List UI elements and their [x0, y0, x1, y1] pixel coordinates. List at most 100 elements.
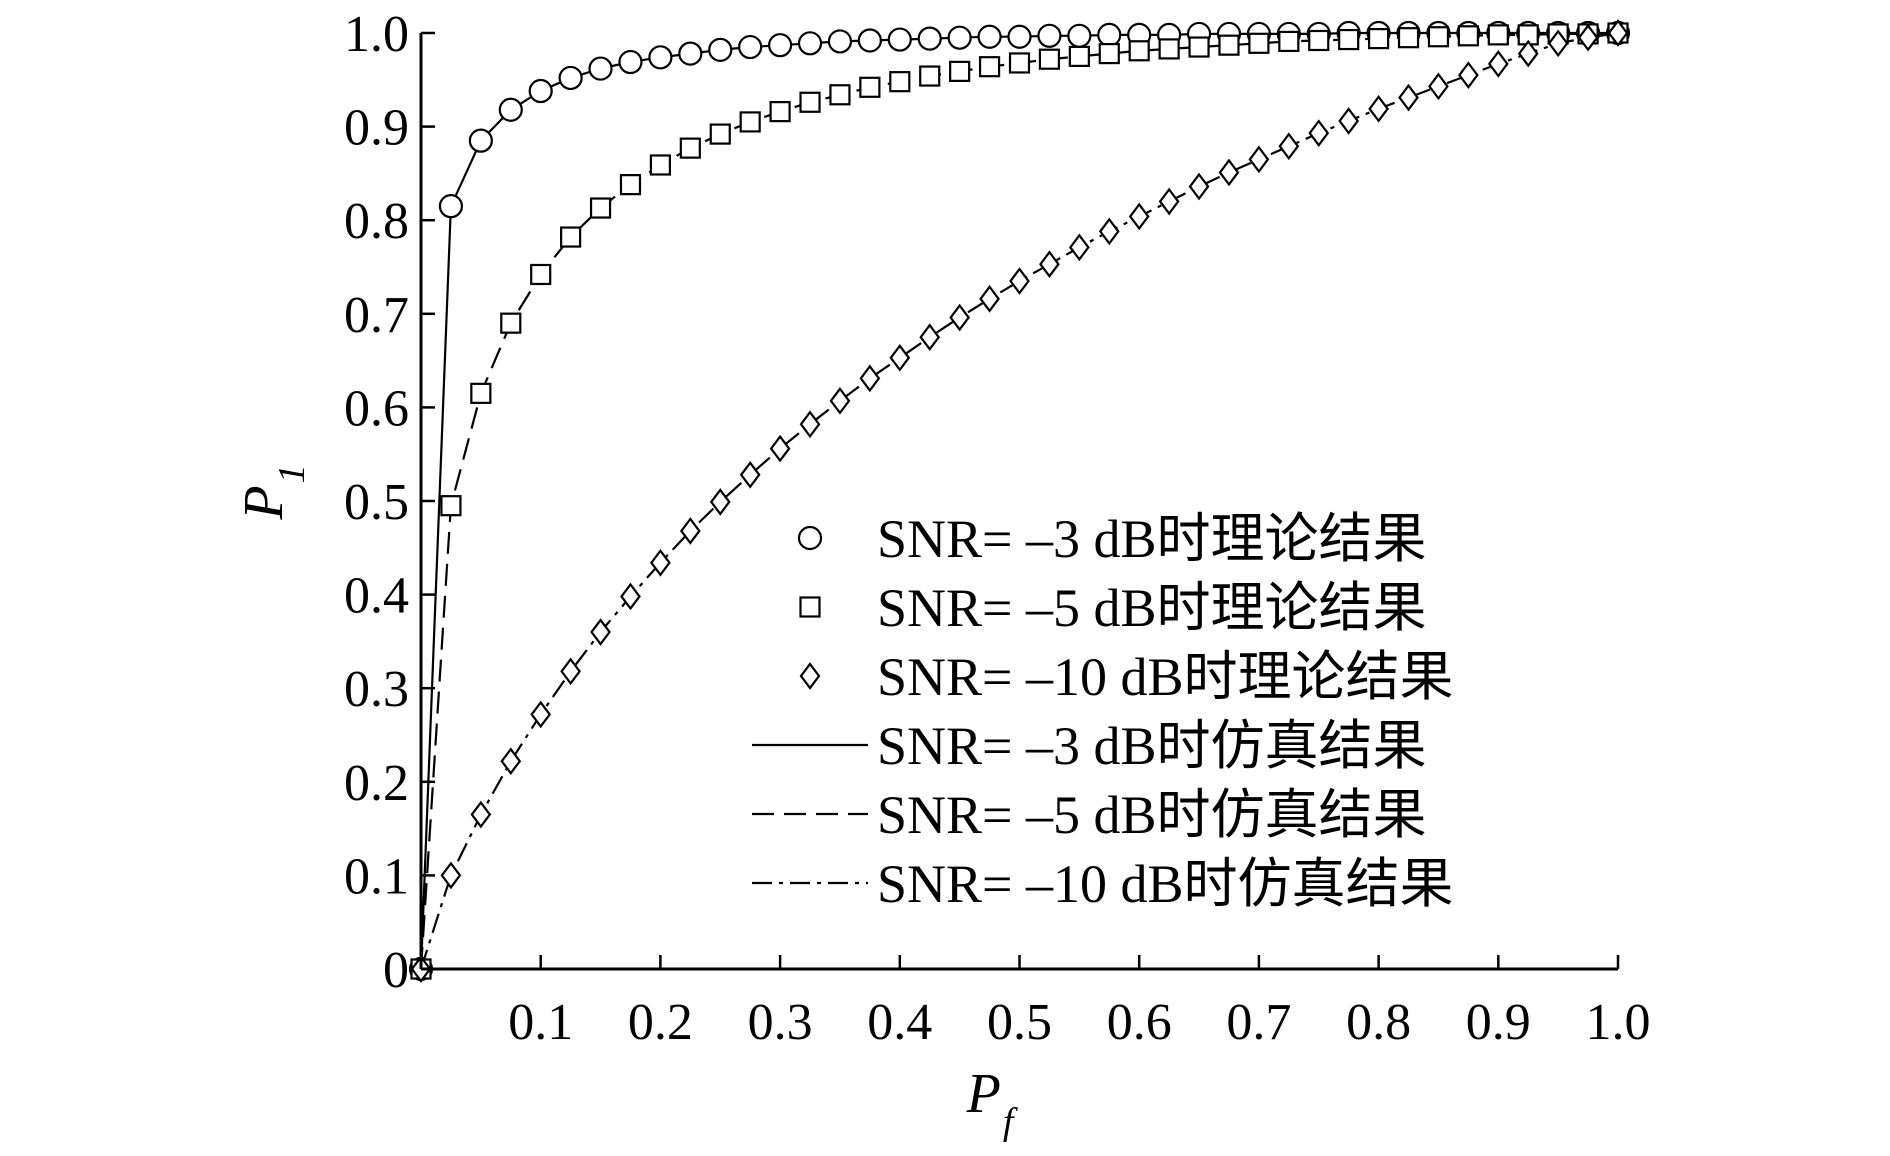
series-2-point [919, 65, 941, 87]
series-2-point [589, 197, 612, 219]
series-3-point [440, 861, 462, 890]
series-3-point [1398, 83, 1419, 112]
series-3-point [799, 410, 821, 439]
x-axis-title: Pf [966, 1063, 1018, 1143]
x-tick-label: 0.6 [1107, 994, 1172, 1051]
series-3-point [1428, 72, 1449, 101]
series-3-point [829, 387, 851, 415]
series-1-point [438, 194, 464, 219]
series-3-point [1547, 29, 1569, 58]
series-2-point [739, 111, 761, 133]
series-3-point [949, 303, 971, 332]
series-3-point [1278, 132, 1300, 161]
x-tick-label: 0.9 [1466, 994, 1531, 1051]
series-2-point [619, 174, 642, 196]
series-3-point [1009, 267, 1030, 295]
series-3-point [979, 284, 1000, 313]
series-3-point [1039, 250, 1060, 279]
series-1-point [1037, 23, 1062, 48]
series-3-point [590, 618, 611, 646]
series-3-point [1068, 233, 1090, 262]
series-2-point [889, 71, 911, 93]
series-1-point [1097, 22, 1122, 47]
legend-label-3: SNR= –10 dB时理论结果 [877, 647, 1454, 707]
x-tick-label: 0.1 [508, 994, 573, 1051]
series-3-point [709, 488, 731, 516]
series-3-point [1487, 50, 1509, 78]
x-tick-label: 0.5 [987, 994, 1052, 1051]
y-tick-label: 0.3 [344, 661, 409, 718]
series-3-point [1248, 145, 1270, 174]
series-2-point [560, 226, 582, 248]
series-2-point [1278, 30, 1300, 53]
series-3-point [1458, 61, 1479, 89]
axis-titles: Pf P1 [233, 464, 1018, 1143]
series-2-point [1248, 32, 1270, 54]
series-2-point [1367, 28, 1390, 50]
ticks-layer: 0.1 0.2 0.3 0.4 0.5 0.6 0.7 0.8 0.9 1.0 0 0.1 0.2 0.3… [344, 6, 1651, 1051]
legend-label-1: SNR= –3 dB时理论结果 [877, 509, 1427, 569]
x-tick-label: 0.2 [628, 994, 693, 1051]
series-3-point [560, 657, 581, 686]
series-2-point [949, 60, 971, 82]
series-1-point [797, 31, 823, 56]
y-tick-label: 0.6 [344, 380, 409, 437]
series-2-point [1158, 38, 1180, 60]
series-3-point [1308, 119, 1330, 147]
legend-label-5: SNR= –5 dB时仿真结果 [877, 785, 1427, 845]
series-2-point [1128, 40, 1150, 62]
series-3-point [769, 434, 791, 463]
legend-label-6: SNR= –10 dB时仿真结果 [877, 854, 1454, 914]
series-3-point [679, 517, 701, 545]
series-1-point [648, 45, 673, 70]
series-3-point [1338, 107, 1360, 135]
series-6-line [419, 31, 1619, 970]
series-1-point [528, 78, 553, 104]
series-3-point [1158, 187, 1180, 216]
y-tick-label: 0.1 [344, 848, 409, 905]
series-3-point [1218, 158, 1240, 187]
y-tick-label: 0 [383, 942, 409, 999]
series-2-point [1188, 36, 1210, 58]
series-2-point [1487, 24, 1509, 46]
series-1-point [558, 65, 583, 91]
legend-symbol-1 [797, 525, 823, 551]
series-3-point [530, 700, 552, 729]
series-1-point [947, 25, 972, 50]
series-2-point [440, 495, 462, 517]
series-2-point [1038, 48, 1061, 70]
legend-symbol-2 [799, 596, 821, 618]
series-1-point [887, 27, 912, 52]
legend-symbol-3 [799, 662, 821, 690]
series-3-point [1577, 23, 1599, 52]
series-2-point [649, 154, 672, 176]
series-1-point [917, 26, 942, 51]
series-3-point [919, 323, 941, 352]
series-2-point [799, 91, 821, 113]
series-3-point [1607, 19, 1629, 47]
series-2-point [500, 312, 522, 334]
series-3-point [859, 364, 881, 393]
series-1-point [977, 24, 1002, 49]
x-tick-label: 0.4 [867, 994, 932, 1051]
series-1-point [468, 128, 493, 153]
series-2-point [859, 76, 881, 98]
series-3-point [1098, 217, 1120, 246]
legend-label-4: SNR= –3 dB时仿真结果 [877, 716, 1427, 776]
x-tick-label: 1.0 [1586, 994, 1651, 1051]
series-2-point [1427, 26, 1450, 48]
series-3-point [470, 800, 492, 829]
series-3-point [1517, 39, 1539, 68]
series-2-point [1068, 45, 1090, 68]
series-3-point [889, 343, 911, 372]
series-3-point [620, 582, 641, 611]
series-2-point [1008, 52, 1031, 74]
markers-layer [408, 19, 1631, 983]
legend-label-2: SNR= –5 dB时理论结果 [877, 578, 1427, 638]
series-2-point [1397, 27, 1420, 49]
series-1-point [1067, 23, 1092, 48]
series-2-point [978, 56, 1001, 78]
series-1-point [738, 34, 763, 60]
